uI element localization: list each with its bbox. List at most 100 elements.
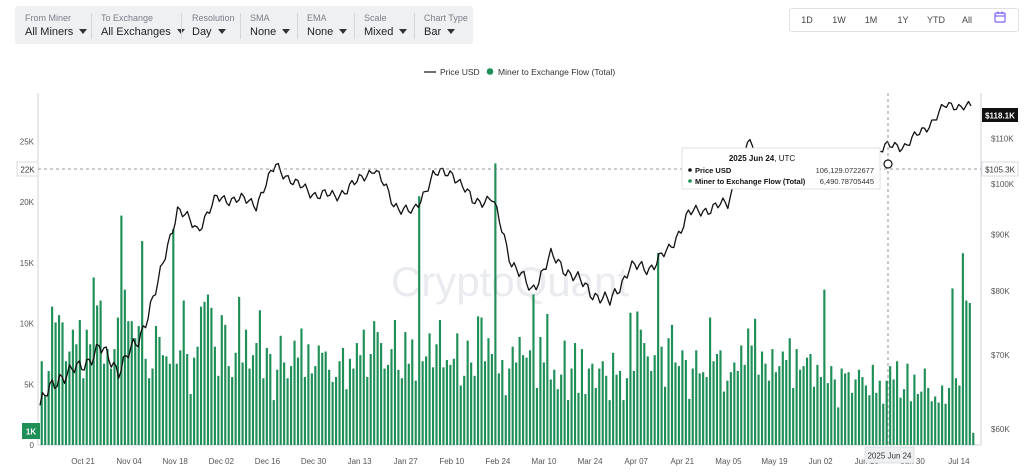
flow-bar [504, 395, 507, 445]
range-1w-button[interactable]: 1W [832, 15, 846, 25]
flow-bar [165, 356, 168, 445]
flow-bar [809, 353, 812, 445]
flow-bar [158, 336, 161, 445]
flow-bar [580, 349, 584, 445]
crosshair-date-badge: 2025 Jun 24 [864, 446, 915, 464]
tooltip-flow-dot [688, 179, 692, 183]
flow-bars [40, 163, 975, 445]
x-tick-label: Mar 24 [578, 457, 603, 466]
flow-bar [418, 196, 421, 445]
filter-label: Resolution [192, 13, 235, 23]
flow-bar [373, 321, 376, 445]
range-ytd-button[interactable]: YTD [927, 15, 945, 25]
flow-bar [466, 340, 469, 445]
flow-bar [941, 385, 944, 445]
flow-bar [528, 350, 532, 445]
flow-bar [542, 362, 545, 445]
caret-down-icon [217, 29, 226, 34]
flow-bar [404, 332, 407, 445]
flow-bar [283, 362, 286, 445]
tooltip: 2025 Jun 24, UTC Price USD 106,129.07226… [681, 147, 881, 190]
flow-bar [89, 344, 92, 445]
chart-legend: Price USD Miner to Exchange Flow (Total) [424, 67, 615, 77]
divider [297, 13, 298, 39]
x-tick-label: Jul 14 [948, 457, 970, 466]
legend-item-flow: Miner to Exchange Flow (Total) [498, 67, 615, 77]
caret-down-icon [176, 29, 185, 34]
flow-bar [141, 241, 144, 445]
flow-bar [397, 369, 400, 445]
caret-down-icon [339, 29, 348, 34]
flow-bar [359, 355, 362, 445]
flow-bar [819, 377, 822, 445]
flow-bar [691, 368, 694, 445]
caret-down-icon [447, 29, 456, 34]
divider [414, 13, 415, 39]
flow-bar [833, 379, 836, 445]
range-all-button[interactable]: All [961, 15, 972, 25]
flow-bar [64, 361, 68, 445]
flow-bar [255, 343, 258, 445]
filter-label: Chart Type [424, 13, 468, 23]
tooltip-sep: , [774, 154, 778, 163]
flow-bar [85, 329, 88, 445]
chart-area[interactable]: Price USD Miner to Exchange Flow (Total)… [0, 55, 1028, 473]
range-1y-button[interactable]: 1Y [897, 15, 909, 25]
flow-bar [771, 349, 774, 445]
filter-label: To Exchange [101, 13, 154, 23]
flow-bar [511, 346, 514, 445]
left-tick-label: 15K [20, 259, 35, 268]
flow-bar [238, 296, 241, 445]
flow-bar [355, 343, 358, 445]
flow-bar [134, 338, 137, 445]
flow-bar [629, 312, 632, 445]
left-tick-label: 0 [30, 441, 35, 450]
flow-bar [539, 336, 542, 445]
flow-bar [944, 403, 947, 445]
flow-bar [587, 368, 590, 445]
right-tick-label: $90K [991, 231, 1010, 240]
flow-bar [788, 338, 791, 445]
flow-bar [407, 363, 410, 445]
caret-down-icon [79, 29, 88, 34]
flow-bar [497, 373, 500, 445]
flow-bar [366, 377, 369, 445]
left-tick-label: 10K [20, 320, 35, 329]
flow-bar [920, 391, 923, 445]
flow-bar [618, 370, 622, 445]
flow-bar [362, 329, 365, 445]
flow-bar [369, 353, 372, 445]
flow-bar [483, 361, 487, 445]
flow-bar [400, 378, 403, 445]
filter-label: From Miner [25, 13, 72, 23]
flow-bar [754, 318, 757, 445]
flow-bar [522, 355, 525, 445]
divider [181, 13, 182, 39]
flow-bar [532, 294, 535, 445]
flow-bar [109, 368, 113, 445]
flow-bar [584, 394, 587, 445]
flow-bar [463, 375, 466, 445]
flow-bar [878, 380, 881, 445]
flow-bar [269, 353, 272, 445]
range-1d-button[interactable]: 1D [801, 15, 813, 25]
flow-bar [958, 385, 961, 445]
flow-bar [951, 288, 954, 445]
flow-bar [916, 394, 919, 445]
flow-bar [674, 362, 677, 445]
flow-bar [106, 349, 109, 445]
flow-bar [643, 343, 646, 445]
flow-bar [937, 402, 940, 445]
flow-bar [702, 372, 705, 445]
filter-value: None [307, 26, 334, 38]
flow-bar [78, 319, 81, 445]
flow-bar [573, 343, 577, 445]
flow-bar [317, 345, 320, 445]
flow-bar [92, 277, 95, 445]
flow-bar [168, 363, 171, 445]
flow-bar [71, 329, 74, 445]
range-1m-button[interactable]: 1M [864, 15, 878, 25]
flow-bar [189, 394, 192, 445]
tooltip-flow-value: 6,490.78705445 [820, 177, 874, 186]
calendar-button[interactable] [988, 9, 1012, 31]
